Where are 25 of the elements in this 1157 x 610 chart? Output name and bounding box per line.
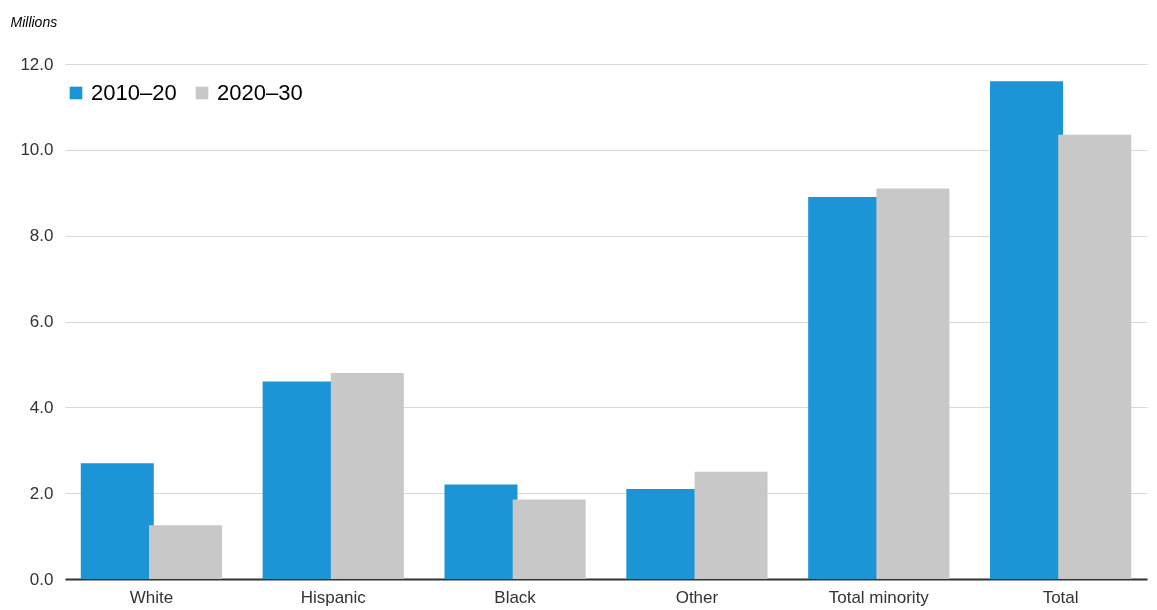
x-tick-label: Hispanic — [300, 587, 367, 607]
y-tick-label: 0.0 — [29, 569, 54, 589]
bar — [512, 499, 586, 579]
x-tick-label: Total minority — [828, 587, 930, 607]
x-tick-label: Total — [1042, 587, 1079, 607]
bar — [444, 484, 518, 579]
bar — [148, 525, 222, 579]
legend-label: 2020–30 — [217, 80, 303, 105]
bar — [876, 188, 950, 579]
y-tick-label: 8.0 — [29, 226, 54, 246]
x-tick-label: Other — [675, 587, 719, 607]
legend-label: 2010–20 — [91, 80, 177, 105]
bar — [80, 463, 154, 579]
y-axis-title: Millions — [10, 13, 58, 30]
bar — [990, 81, 1064, 579]
y-tick-label: 2.0 — [29, 483, 54, 503]
y-tick-label: 4.0 — [29, 397, 54, 417]
y-tick-label: 12.0 — [20, 54, 54, 74]
x-tick-label: Black — [494, 587, 537, 607]
x-tick-label: White — [129, 587, 174, 607]
bar — [694, 471, 768, 579]
bar — [1058, 134, 1132, 579]
y-tick-label: 10.0 — [20, 140, 54, 160]
y-tick-label: 6.0 — [29, 312, 54, 331]
bar — [330, 373, 404, 579]
